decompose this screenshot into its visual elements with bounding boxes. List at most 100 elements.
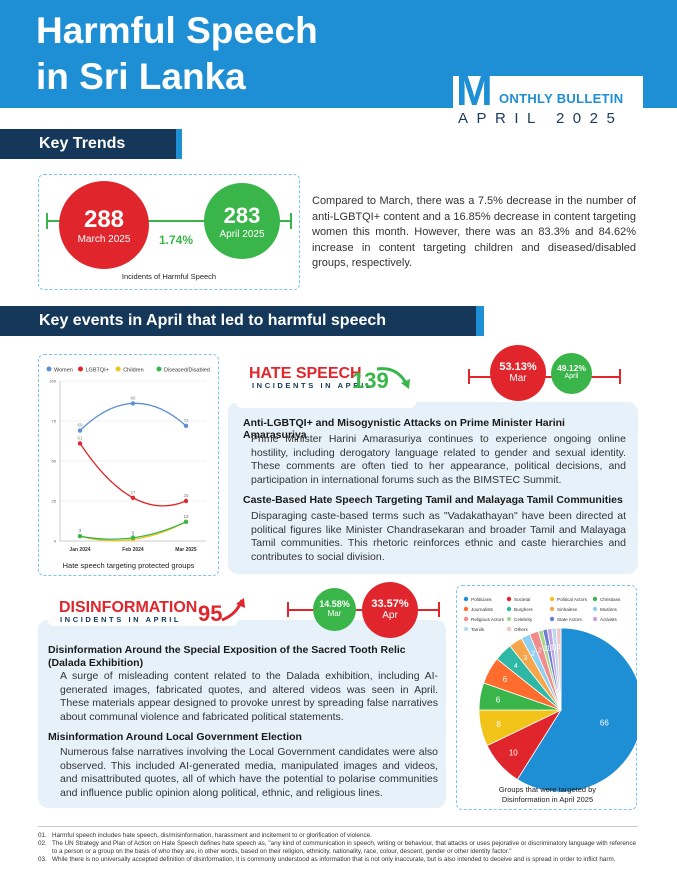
data-label: 12 (183, 514, 189, 519)
pie-slice-label: 3 (524, 655, 528, 662)
di-apr-label: Apr (382, 610, 398, 621)
pie-chart-caption: Groups that were targeted by Disinformat… (498, 785, 597, 804)
pie-slice-label: 2 (531, 650, 535, 657)
pie-slice-label: 4 (514, 663, 518, 670)
footnote-3: 03. While there is no universally accepte… (38, 856, 616, 863)
bulletin-badge-bg (453, 76, 643, 132)
y-tick-label: 0 (54, 539, 57, 544)
data-label: 86 (130, 395, 136, 400)
march-circle: 288 March 2025 (59, 181, 149, 269)
data-label: 1 (132, 531, 135, 536)
page-title: Harmful Speech in Sri Lanka (36, 8, 318, 100)
pie-slice-label: 8 (496, 720, 501, 729)
pie-legend-marker (549, 596, 555, 602)
april-value: 283 (223, 203, 261, 228)
pie-legend-marker (463, 626, 469, 632)
footnote-divider (38, 826, 638, 827)
footnotes: 01. Harmful speech includes hate speech, … (38, 832, 638, 864)
pie-legend-marker (506, 626, 512, 632)
di-event-2-head: Misinformation Around Local Government E… (48, 731, 302, 743)
disinformation-panel (38, 620, 446, 808)
y-tick-label: 100 (49, 379, 56, 384)
legend-marker (78, 366, 83, 372)
april-label: April 2025 (219, 229, 265, 240)
legend-label: Women (54, 368, 73, 374)
legend-marker (156, 366, 162, 372)
data-label: 61 (77, 435, 83, 440)
hate-speech-title: HATE SPEECH (249, 365, 362, 382)
data-label: 27 (130, 490, 136, 495)
legend-label: Diseased/Disabled (164, 368, 210, 374)
hate-speech-label-bg (236, 372, 416, 408)
hs-compare-tick-left (468, 369, 470, 384)
title-line-2: in Sri Lanka (36, 56, 246, 97)
trend-caption: Incidents of Harmful Speech (121, 272, 217, 281)
disinfo-label-bg (48, 592, 238, 626)
pie-legend-label: Politicians (471, 597, 492, 602)
di-apr-circle: 33.57% Apr (362, 582, 418, 638)
pie-legend-marker (463, 606, 469, 612)
data-label: 69 (77, 423, 83, 428)
hs-event-1-head: Anti-LGBTQI+ and Misogynistic Attacks on… (243, 417, 565, 441)
hs-event-2-body: Disparaging caste-based terms such as "V… (251, 510, 626, 563)
pie-legend-label: Activists (600, 617, 618, 622)
pie-legend-marker (549, 616, 555, 622)
hs-mar-label: Mar (509, 373, 527, 384)
pie-legend-marker (506, 606, 512, 612)
pie-legend-label: Muslims (600, 607, 618, 612)
disinfo-subtitle: INCIDENTS IN APRIL (60, 615, 182, 624)
pie-slice-label: 6 (496, 695, 501, 704)
di-event-1-head: Disinformation Around the Special Exposi… (48, 644, 406, 669)
pie-legend-label: Celebrity (514, 617, 533, 622)
pie-legend-label: State Actors (557, 617, 582, 622)
di-apr-pct: 33.57% (371, 598, 409, 610)
data-point (183, 498, 189, 504)
march-value: 288 (83, 206, 125, 233)
data-point (77, 428, 83, 433)
line-chart-card (38, 354, 219, 576)
pie-legend-label: Journalists (471, 607, 494, 612)
data-point (183, 423, 189, 428)
di-event-1-body: A surge of misleading content related to… (60, 670, 438, 723)
data-label: 3 (79, 528, 82, 533)
data-point (183, 519, 189, 524)
pie-slice (516, 627, 637, 793)
line-chart-caption: Hate speech targeting protected groups (62, 561, 195, 570)
pie-legend-marker (506, 616, 512, 622)
hs-event-1-body: Prime Minister Harini Amarasuriya contin… (251, 433, 626, 486)
pie-legend-label: Christians (600, 597, 621, 602)
pie-legend-label: Burghers (514, 607, 533, 612)
april-circle: 283 April 2025 (204, 183, 280, 259)
march-label: March 2025 (77, 234, 131, 245)
trend-change: 1.74% (159, 233, 194, 247)
pie-slice-label: 2 (538, 648, 542, 655)
hs-apr-label: April (564, 373, 579, 380)
trend-connector-line (46, 220, 292, 222)
data-label: 12 (183, 514, 189, 519)
pie-slice-label: 1 (547, 645, 551, 652)
hs-apr-pct: 49.12% (557, 363, 586, 373)
hate-speech-panel (228, 402, 638, 574)
disinfo-count: 95 (198, 601, 223, 626)
data-point (130, 535, 136, 540)
legend-label: LGBTQI+ (86, 368, 109, 374)
pie-legend-label: Tamils (471, 627, 485, 632)
data-label: 3 (79, 528, 82, 533)
key-trends-heading: Key Trends (0, 129, 176, 159)
hs-mar-circle: 53.13% Mar (490, 345, 546, 401)
hs-mar-pct: 53.13% (499, 361, 537, 373)
pie-slice-label: 10 (509, 749, 518, 758)
pie-slice (555, 627, 562, 711)
footnote-1: 01. Harmful speech includes hate speech, … (38, 832, 372, 839)
pie-slice-label: 1 (554, 644, 558, 651)
pie-legend-label: Others (514, 627, 528, 632)
legend-marker (46, 366, 52, 372)
x-tick-label: Jan 2024 (69, 547, 90, 553)
disinfo-title: DISINFORMATION (59, 599, 198, 616)
data-point (77, 441, 83, 446)
bulletin-label: ONTHLY BULLETIN (499, 91, 624, 106)
di-compare-tick-left (287, 602, 289, 617)
x-tick-label: Feb 2024 (122, 547, 144, 553)
pie-legend-label: Societal (514, 597, 530, 602)
data-label: 2 (132, 530, 135, 535)
